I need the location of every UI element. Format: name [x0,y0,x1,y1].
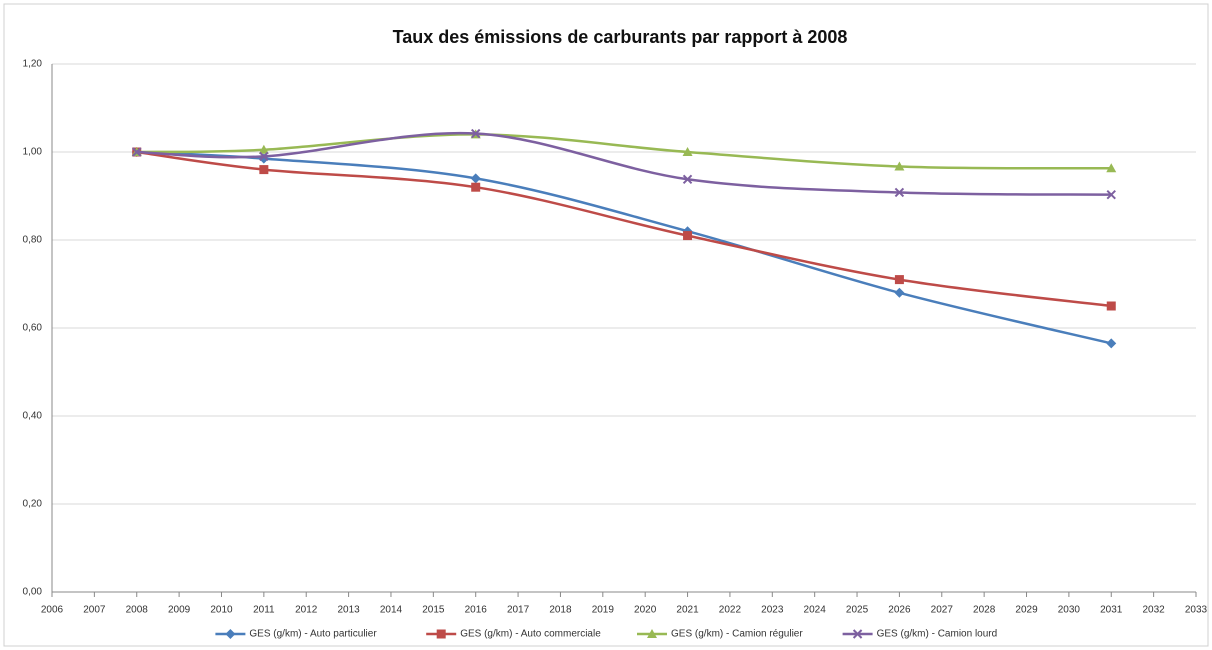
data-point [682,174,693,184]
y-tick-label: 0,40 [23,411,43,422]
data-point [894,287,905,298]
legend-label: GES (g/km) - Auto particulier [249,629,377,640]
x-tick-label: 2019 [592,605,615,616]
legend-marker [436,629,446,639]
data-point [894,187,905,198]
x-tick-label: 2026 [888,605,911,616]
data-point [470,173,481,184]
data-point [1106,301,1116,311]
data-point [258,144,269,154]
x-tick-label: 2014 [380,605,403,616]
x-tick-label: 2007 [83,605,106,616]
x-tick-label: 2016 [465,605,488,616]
legend-label: GES (g/km) - Auto commerciale [460,629,601,640]
x-tick-label: 2029 [1015,605,1038,616]
y-tick-label: 1,00 [23,147,43,158]
x-tick-label: 2011 [253,605,275,616]
chart-frame [3,3,1209,647]
x-tick-label: 2023 [761,605,784,616]
data-point [470,128,481,139]
x-tick-label: 2032 [1143,605,1166,616]
x-tick-label: 2012 [295,605,318,616]
data-point [1106,338,1117,349]
x-tick-label: 2024 [804,605,827,616]
x-tick-label: 2006 [41,605,64,616]
data-point [259,151,269,162]
data-point [1106,163,1117,173]
y-tick-label: 0,00 [23,587,43,598]
x-tick-label: 2013 [337,605,360,616]
data-point [683,231,693,241]
x-tick-label: 2010 [210,605,233,616]
legend-marker [225,629,236,639]
y-tick-label: 0,20 [23,499,43,510]
x-tick-label: 2009 [168,605,191,616]
data-point [1106,189,1116,200]
x-tick-label: 2022 [719,605,742,616]
y-tick-label: 0,80 [23,235,43,246]
x-tick-label: 2028 [973,605,996,616]
x-tick-label: 2021 [676,605,699,616]
data-point [682,147,693,156]
legend-marker [647,629,657,638]
x-tick-label: 2008 [126,605,149,616]
data-point [894,161,905,171]
data-point [259,165,269,175]
x-tick-label: 2020 [634,605,657,616]
legend-label: GES (g/km) - Camion lourd [877,629,998,640]
data-point [894,275,904,285]
chart-title: Taux des émissions de carburants par rap… [393,27,848,47]
x-tick-label: 2030 [1058,605,1081,616]
legend-marker [852,629,863,639]
data-point [132,147,142,157]
x-tick-label: 2017 [507,605,530,616]
x-tick-label: 2025 [846,605,869,616]
y-tick-label: 0,60 [23,323,43,334]
y-tick-label: 1,20 [23,59,43,70]
x-tick-label: 2027 [931,605,954,616]
x-tick-label: 2033 [1185,605,1208,616]
x-tick-label: 2018 [549,605,572,616]
data-point [471,182,481,192]
x-tick-label: 2015 [422,605,445,616]
x-tick-label: 2031 [1100,605,1123,616]
legend-label: GES (g/km) - Camion régulier [671,629,803,640]
